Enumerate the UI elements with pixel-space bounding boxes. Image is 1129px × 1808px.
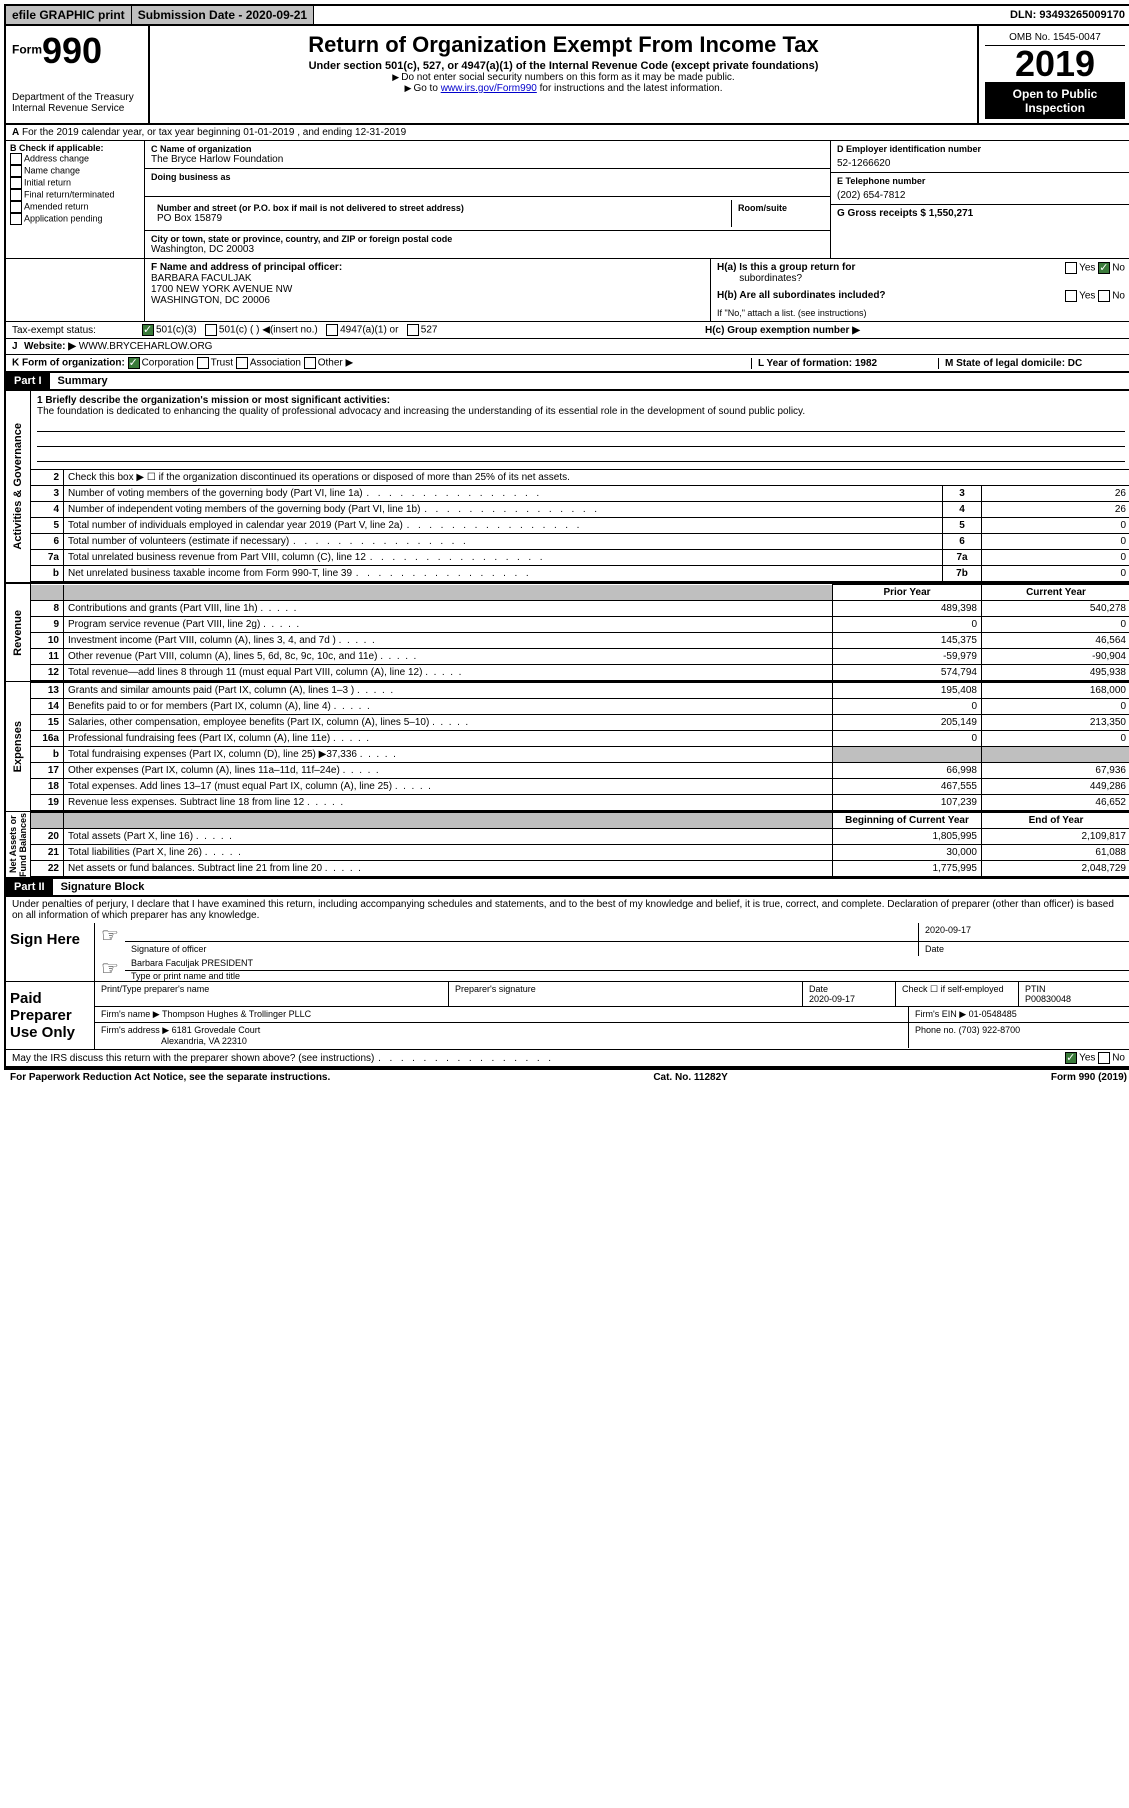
row-klm: K Form of organization: Corporation Trus… (6, 355, 1129, 373)
hb-cell: H(b) Are all subordinates included? Yes … (711, 287, 1129, 305)
cb-final-return[interactable] (10, 189, 22, 201)
cb-initial-return[interactable] (10, 177, 22, 189)
form-title: Return of Organization Exempt From Incom… (156, 32, 971, 58)
table-row: 5Total number of individuals employed in… (31, 518, 1129, 534)
side-expenses: Expenses (12, 721, 24, 772)
cb-discuss-no[interactable] (1098, 1052, 1110, 1064)
dln: DLN: 93493265009170 (1004, 6, 1129, 24)
side-netassets: Net Assets or Fund Balances (8, 812, 28, 877)
cb-address-change[interactable] (10, 153, 22, 165)
governance-table: 2Check this box ▶ ☐ if the organization … (31, 469, 1129, 582)
cb-hb-yes[interactable] (1065, 290, 1077, 302)
table-row: 22Net assets or fund balances. Subtract … (31, 861, 1129, 877)
penalties-text: Under penalties of perjury, I declare th… (6, 897, 1129, 923)
tax-exempt-row: Tax-exempt status: 501(c)(3) 501(c) ( ) … (6, 322, 1129, 339)
revenue-table: Prior YearCurrent Year 8Contributions an… (31, 584, 1129, 681)
table-row: 12Total revenue—add lines 8 through 11 (… (31, 665, 1129, 681)
table-row: 8Contributions and grants (Part VIII, li… (31, 601, 1129, 617)
hb-note: If "No," attach a list. (see instruction… (711, 305, 1129, 321)
inspection-label: Open to Public Inspection (985, 83, 1125, 119)
table-row: 7aTotal unrelated business revenue from … (31, 550, 1129, 566)
table-row: bTotal fundraising expenses (Part IX, co… (31, 747, 1129, 763)
cb-hb-no[interactable] (1098, 290, 1110, 302)
side-revenue: Revenue (12, 610, 24, 656)
table-row: 13Grants and similar amounts paid (Part … (31, 683, 1129, 699)
cb-amended[interactable] (10, 201, 22, 213)
topbar: efile GRAPHIC print Submission Date - 20… (6, 6, 1129, 26)
netassets-table: Beginning of Current YearEnd of Year 20T… (31, 812, 1129, 877)
table-row: 18Total expenses. Add lines 13–17 (must … (31, 779, 1129, 795)
state-domicile: M State of legal domicile: DC (938, 358, 1125, 369)
table-row: 20Total assets (Part X, line 16)1,805,99… (31, 829, 1129, 845)
website-row: J Website: ▶ WWW.BRYCEHARLOW.ORG (6, 339, 1129, 355)
cb-4947[interactable] (326, 324, 338, 336)
pointer-icon: ☞ (95, 923, 125, 956)
table-row: 15Salaries, other compensation, employee… (31, 715, 1129, 731)
table-row: 10Investment income (Part VIII, column (… (31, 633, 1129, 649)
table-row: 19Revenue less expenses. Subtract line 1… (31, 795, 1129, 811)
irs-link[interactable]: www.irs.gov/Form990 (441, 83, 537, 94)
cb-trust[interactable] (197, 357, 209, 369)
submission-date-btn[interactable]: Submission Date - 2020-09-21 (132, 6, 314, 24)
cb-application-pending[interactable] (10, 213, 22, 225)
table-row: bNet unrelated business taxable income f… (31, 566, 1129, 582)
cb-name-change[interactable] (10, 165, 22, 177)
table-row: 9Program service revenue (Part VIII, lin… (31, 617, 1129, 633)
section-f-h: F Name and address of principal officer:… (6, 259, 1129, 322)
mission-box: 1 Briefly describe the organization's mi… (31, 391, 1129, 469)
table-row: 6Total number of volunteers (estimate if… (31, 534, 1129, 550)
irs: Internal Revenue Service (12, 103, 142, 114)
ha-cell: H(a) Is this a group return for subordin… (711, 259, 1129, 287)
part2-header: Part IISignature Block (6, 879, 1129, 897)
org-name-cell: C Name of organization The Bryce Harlow … (145, 141, 830, 169)
form-container: efile GRAPHIC print Submission Date - 20… (4, 4, 1129, 1070)
ssn-note: Do not enter social security numbers on … (156, 72, 971, 83)
cb-discuss-yes[interactable] (1065, 1052, 1077, 1064)
dba-cell: Doing business as (145, 169, 830, 197)
form-number: Form990 (12, 30, 142, 72)
table-row: 21Total liabilities (Part X, line 26)30,… (31, 845, 1129, 861)
footer: For Paperwork Reduction Act Notice, see … (4, 1070, 1129, 1085)
part1-header: Part ISummary (6, 373, 1129, 391)
cb-ha-no[interactable] (1098, 262, 1110, 274)
goto-note: Go to www.irs.gov/Form990 for instructio… (156, 83, 971, 94)
summary-grid: Activities & Governance 1 Briefly descri… (6, 391, 1129, 582)
city-cell: City or town, state or province, country… (145, 231, 830, 258)
form-header: Form990 Department of the Treasury Inter… (6, 26, 1129, 125)
form-subtitle: Under section 501(c), 527, or 4947(a)(1)… (156, 60, 971, 72)
side-governance: Activities & Governance (12, 423, 24, 550)
efile-print-btn[interactable]: efile GRAPHIC print (6, 6, 132, 24)
cb-assoc[interactable] (236, 357, 248, 369)
expenses-table: 13Grants and similar amounts paid (Part … (31, 682, 1129, 811)
table-row: 4Number of independent voting members of… (31, 502, 1129, 518)
table-row: 14Benefits paid to or for members (Part … (31, 699, 1129, 715)
cb-527[interactable] (407, 324, 419, 336)
gross-receipts: G Gross receipts $ 1,550,271 (831, 205, 1129, 222)
cb-other[interactable] (304, 357, 316, 369)
table-row: 3Number of voting members of the governi… (31, 486, 1129, 502)
ein-cell: D Employer identification number 52-1266… (831, 141, 1129, 173)
cb-ha-yes[interactable] (1065, 262, 1077, 274)
officer-cell: F Name and address of principal officer:… (145, 259, 710, 309)
table-row: 11Other revenue (Part VIII, column (A), … (31, 649, 1129, 665)
discuss-row: May the IRS discuss this return with the… (6, 1050, 1129, 1068)
row-a-period: A For the 2019 calendar year, or tax yea… (6, 125, 1129, 141)
section-b-through-g: B Check if applicable: Address change Na… (6, 141, 1129, 259)
dept-treasury: Department of the Treasury (12, 92, 142, 103)
pointer-icon: ☞ (95, 956, 125, 981)
col-b-checkboxes: B Check if applicable: Address change Na… (6, 141, 145, 258)
phone-cell: E Telephone number (202) 654-7812 (831, 173, 1129, 205)
year-formation: L Year of formation: 1982 (751, 358, 938, 369)
sign-here-block: Sign Here ☞ 2020-09-17 Signature of offi… (6, 923, 1129, 982)
table-row: 16aProfessional fundraising fees (Part I… (31, 731, 1129, 747)
hc-cell: H(c) Group exemption number ▶ (705, 325, 1125, 336)
table-row: 17Other expenses (Part IX, column (A), l… (31, 763, 1129, 779)
address-cell: Number and street (or P.O. box if mail i… (145, 197, 830, 231)
cb-corp[interactable] (128, 357, 140, 369)
paid-preparer-block: Paid Preparer Use Only Print/Type prepar… (6, 982, 1129, 1050)
tax-year: 2019 (985, 46, 1125, 83)
cb-501c3[interactable] (142, 324, 154, 336)
cb-501c[interactable] (205, 324, 217, 336)
